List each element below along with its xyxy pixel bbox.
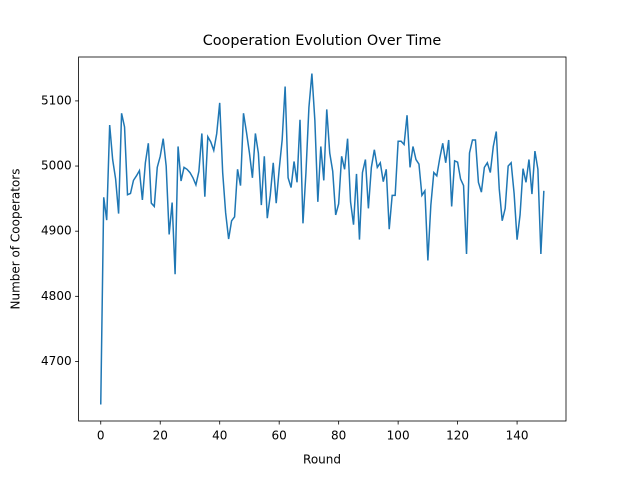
- y-tick-label: 5000: [41, 159, 72, 173]
- y-tick-label: 4800: [41, 289, 72, 303]
- y-tick-label: 4700: [41, 354, 72, 368]
- x-tick-label: 0: [97, 429, 105, 443]
- x-tick-label: 20: [153, 429, 168, 443]
- axes-frame: [78, 56, 567, 422]
- x-tick-label: 140: [506, 429, 529, 443]
- data-line: [100, 73, 545, 405]
- y-tick-label: 5100: [41, 93, 72, 107]
- chart-title: Cooperation Evolution Over Time: [203, 33, 442, 49]
- y-axis-label: Number of Cooperators: [9, 169, 23, 310]
- x-tick-label: 100: [387, 429, 410, 443]
- x-tick-label: 80: [331, 429, 346, 443]
- x-tick-label: 60: [272, 429, 287, 443]
- x-tick-label: 120: [446, 429, 469, 443]
- x-tick-label: 40: [212, 429, 227, 443]
- x-axis-label: Round: [303, 453, 341, 467]
- y-tick-label: 4900: [41, 224, 72, 238]
